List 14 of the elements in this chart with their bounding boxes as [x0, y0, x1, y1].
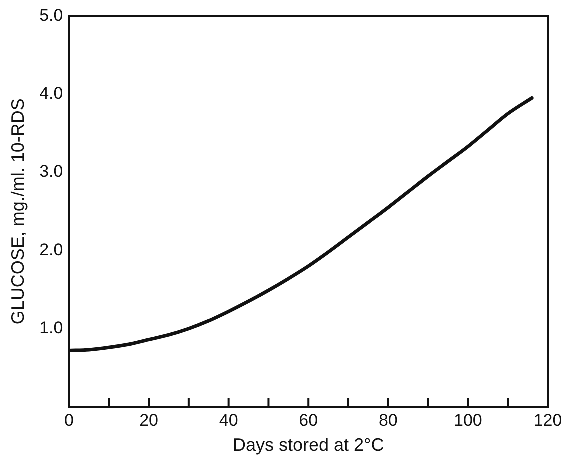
y-tick-label: 4.0: [40, 84, 64, 104]
x-tick-label: 120: [534, 410, 562, 430]
x-tick-label: 0: [64, 410, 74, 430]
x-tick-label: 80: [378, 410, 398, 430]
y-tick-label: 1.0: [40, 318, 64, 338]
x-tick-label: 100: [454, 410, 482, 430]
x-axis-title: Days stored at 2°C: [232, 435, 384, 456]
y-tick-label: 5.0: [40, 6, 64, 25]
x-tick-label: 60: [299, 410, 318, 430]
y-tick-label: 2.0: [40, 240, 64, 260]
x-tick-label: 40: [219, 410, 238, 430]
x-tick-label: 20: [140, 410, 158, 430]
y-axis-title: GLUCOSE, mg./ml. 10-RDS: [8, 98, 28, 325]
y-tick-label: 3.0: [40, 162, 64, 182]
